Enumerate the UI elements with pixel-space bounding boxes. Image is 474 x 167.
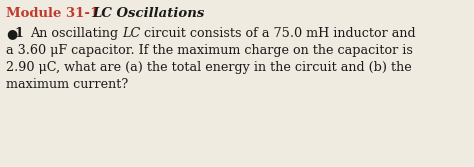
Text: Module 31-1: Module 31-1	[6, 7, 99, 20]
Text: ●: ●	[6, 27, 17, 40]
Text: 2.90 μC, what are (a) the total energy in the circuit and (b) the: 2.90 μC, what are (a) the total energy i…	[6, 61, 412, 74]
Text: LC: LC	[122, 27, 140, 40]
Text: 1: 1	[14, 27, 23, 40]
Text: maximum current?: maximum current?	[6, 78, 128, 91]
Text: An oscillating: An oscillating	[30, 27, 122, 40]
Text: circuit consists of a 75.0 mH inductor and: circuit consists of a 75.0 mH inductor a…	[140, 27, 416, 40]
Text: LC Oscillations: LC Oscillations	[92, 7, 204, 20]
Text: a 3.60 μF capacitor. If the maximum charge on the capacitor is: a 3.60 μF capacitor. If the maximum char…	[6, 44, 413, 57]
